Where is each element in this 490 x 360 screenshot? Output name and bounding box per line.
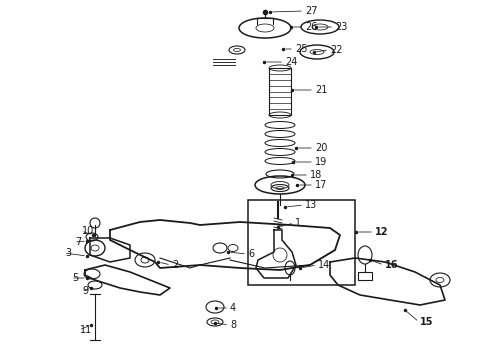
Text: 6: 6 xyxy=(248,249,254,259)
Text: 7: 7 xyxy=(75,237,81,247)
Text: 19: 19 xyxy=(315,157,327,167)
Text: 15: 15 xyxy=(420,317,434,327)
Text: 4: 4 xyxy=(230,303,236,313)
Text: 22: 22 xyxy=(330,45,343,55)
Text: 13: 13 xyxy=(305,200,317,210)
Bar xyxy=(358,272,372,280)
Text: 24: 24 xyxy=(285,57,297,67)
Text: 9: 9 xyxy=(82,286,88,296)
Bar xyxy=(248,200,355,285)
Text: 20: 20 xyxy=(315,143,327,153)
Text: 12: 12 xyxy=(375,227,389,237)
Text: 27: 27 xyxy=(305,6,318,16)
Text: 2: 2 xyxy=(172,260,178,270)
Text: 23: 23 xyxy=(335,22,347,32)
Text: 25: 25 xyxy=(295,44,308,54)
Text: 3: 3 xyxy=(65,248,71,258)
Text: 14: 14 xyxy=(318,260,330,270)
Text: 16: 16 xyxy=(385,260,398,270)
Bar xyxy=(269,68,291,115)
Text: 18: 18 xyxy=(310,170,322,180)
Text: 11: 11 xyxy=(80,325,92,335)
Text: 10: 10 xyxy=(82,226,94,236)
Text: 17: 17 xyxy=(315,180,327,190)
Text: 5: 5 xyxy=(72,273,78,283)
Text: 26: 26 xyxy=(305,22,318,32)
Text: 1: 1 xyxy=(295,218,301,228)
Text: 21: 21 xyxy=(315,85,327,95)
Text: 8: 8 xyxy=(230,320,236,330)
